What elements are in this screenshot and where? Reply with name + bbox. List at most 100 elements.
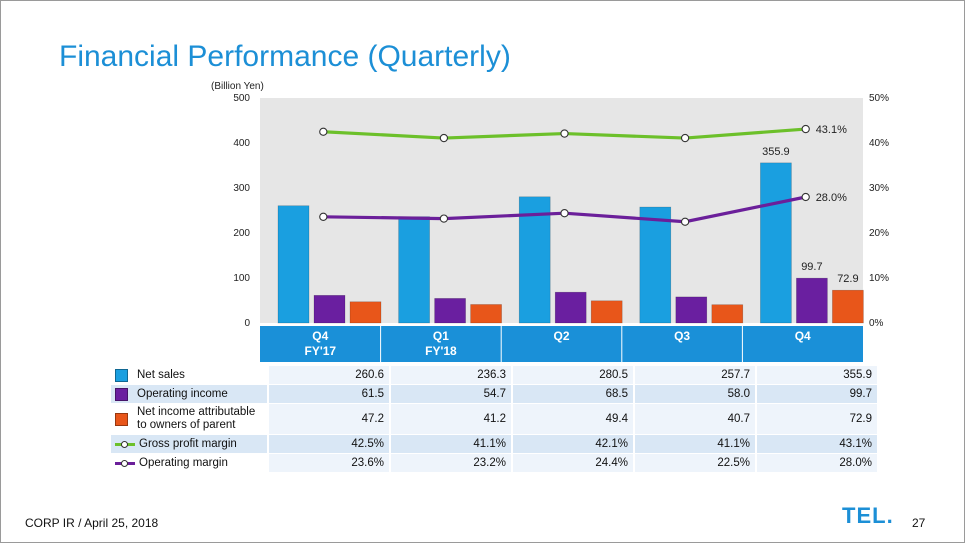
gross-profit-margin-point bbox=[319, 127, 328, 136]
row-label-cell: Operating income bbox=[111, 384, 268, 404]
row-net-income: Net income attributable to owners of pare… bbox=[111, 403, 877, 435]
row-operating-margin: Operating margin 23.6% 23.2% 24.4% 22.5% 28.0… bbox=[111, 453, 877, 472]
net-sales-bar bbox=[277, 205, 310, 324]
category-label: Q3 bbox=[674, 329, 690, 343]
value-cell: 99.7 bbox=[755, 384, 877, 404]
page-number: 27 bbox=[912, 516, 926, 530]
net-income-data-label: 72.9 bbox=[837, 273, 858, 285]
legend-line-marker bbox=[115, 439, 135, 450]
y-right-tick-label: 10% bbox=[869, 273, 889, 284]
y-right-tick-label: 50% bbox=[869, 93, 889, 104]
value-cell: 54.7 bbox=[389, 384, 512, 404]
y-left-tick-label: 0 bbox=[244, 318, 250, 329]
gross-profit-margin-point bbox=[680, 133, 690, 143]
category-label: Q4 bbox=[795, 329, 811, 343]
value-cell: 28.0% bbox=[755, 453, 877, 472]
operating-margin-data-label: 28.0% bbox=[816, 192, 847, 204]
value-cell: 42.1% bbox=[511, 434, 634, 454]
net-sales-bar bbox=[639, 206, 672, 324]
value-cell: 43.1% bbox=[755, 434, 877, 454]
row-label-cell: Net income attributable to owners of pare… bbox=[111, 403, 268, 435]
value-cell: 47.2 bbox=[267, 403, 390, 435]
operating-income-bar bbox=[554, 291, 587, 324]
series-name: Net sales bbox=[137, 368, 185, 381]
net-sales-data-label: 355.9 bbox=[762, 146, 790, 158]
operating-margin-point bbox=[560, 209, 569, 218]
operating-margin-point bbox=[801, 192, 810, 202]
value-cell: 49.4 bbox=[511, 403, 634, 435]
value-cell: 24.4% bbox=[511, 453, 634, 472]
net-income-bar bbox=[470, 304, 502, 324]
series-name: Operating income bbox=[137, 387, 228, 400]
value-cell: 41.1% bbox=[633, 434, 756, 454]
value-cell: 23.2% bbox=[389, 453, 512, 472]
series-name: Net income attributable to owners of pare… bbox=[137, 406, 255, 432]
net-income-bar bbox=[349, 301, 382, 324]
net-income-bar bbox=[832, 289, 864, 324]
series-name: Gross profit margin bbox=[139, 437, 237, 450]
value-cell: 236.3 bbox=[389, 365, 512, 385]
operating-income-bar bbox=[434, 298, 466, 324]
series-name-line2: to owners of parent bbox=[137, 419, 236, 431]
net-income-bar bbox=[711, 304, 744, 324]
category-axis-bar bbox=[260, 326, 863, 362]
unit-label: (Billion Yen) bbox=[211, 81, 264, 92]
y-right-tick-label: 20% bbox=[869, 228, 889, 239]
category-sublabel: FY'18 bbox=[425, 344, 457, 358]
y-left-tick-label: 200 bbox=[233, 228, 250, 239]
value-cell: 280.5 bbox=[511, 365, 634, 385]
value-cell: 61.5 bbox=[267, 384, 390, 404]
value-cell: 68.5 bbox=[511, 384, 634, 404]
y-right-tick-label: 40% bbox=[869, 138, 889, 149]
value-cell: 40.7 bbox=[633, 403, 756, 435]
row-label-cell: Gross profit margin bbox=[111, 434, 268, 454]
value-cell: 257.7 bbox=[633, 365, 756, 385]
net-sales-bar bbox=[518, 196, 551, 324]
value-cell: 72.9 bbox=[755, 403, 877, 435]
row-label-cell: Operating margin bbox=[111, 453, 268, 472]
operating-income-data-label: 99.7 bbox=[801, 261, 822, 273]
value-cell: 41.1% bbox=[389, 434, 512, 454]
operating-margin-point bbox=[439, 214, 449, 223]
row-net-sales: Net sales 260.6 236.3 280.5 257.7 355.9 bbox=[111, 365, 877, 385]
operating-margin-point bbox=[680, 217, 690, 226]
value-cell: 260.6 bbox=[267, 365, 390, 385]
category-sublabel: FY'17 bbox=[305, 344, 337, 358]
y-left-tick-label: 100 bbox=[233, 273, 250, 284]
value-cell: 22.5% bbox=[633, 453, 756, 472]
logo-text: TEL bbox=[842, 503, 887, 528]
slide-title: Financial Performance (Quarterly) bbox=[59, 40, 511, 73]
category-label: Q4 bbox=[312, 329, 328, 343]
row-gross-profit-margin: Gross profit margin 42.5% 41.1% 42.1% 41.1% 4… bbox=[111, 434, 877, 454]
category-label: Q1 bbox=[433, 329, 449, 343]
operating-income-bar bbox=[313, 295, 346, 324]
value-cell: 23.6% bbox=[267, 453, 390, 472]
series-name-line1: Net income attributable bbox=[137, 406, 256, 418]
legend-swatch bbox=[115, 387, 128, 401]
category-label: Q2 bbox=[553, 329, 569, 343]
operating-margin-point bbox=[319, 212, 328, 221]
legend-swatch bbox=[115, 368, 128, 382]
footer-text: CORP IR / April 25, 2018 bbox=[25, 516, 159, 530]
gross-profit-margin-point bbox=[801, 124, 810, 134]
legend-swatch bbox=[115, 412, 128, 426]
series-name: Operating margin bbox=[139, 456, 228, 469]
row-operating-income: Operating income 61.5 54.7 68.5 58.0 99.7 bbox=[111, 384, 877, 404]
row-label-cell: Net sales bbox=[111, 365, 268, 385]
net-income-bar bbox=[590, 300, 623, 324]
operating-income-bar bbox=[675, 296, 708, 324]
y-left-tick-label: 300 bbox=[233, 183, 250, 194]
legend-line-marker bbox=[115, 458, 135, 469]
y-right-tick-label: 30% bbox=[869, 183, 889, 194]
gross-profit-margin-point bbox=[560, 129, 569, 138]
value-cell: 41.2 bbox=[389, 403, 512, 435]
y-right-tick-label: 0% bbox=[869, 318, 884, 329]
data-table: Net sales 260.6 236.3 280.5 257.7 355.9 Operat… bbox=[111, 365, 877, 472]
operating-income-bar bbox=[796, 277, 828, 324]
y-left-tick-label: 400 bbox=[233, 138, 250, 149]
gross-margin-data-label: 43.1% bbox=[816, 124, 847, 136]
gross-profit-margin-point bbox=[439, 133, 449, 143]
net-sales-bar bbox=[398, 216, 430, 324]
value-cell: 58.0 bbox=[633, 384, 756, 404]
